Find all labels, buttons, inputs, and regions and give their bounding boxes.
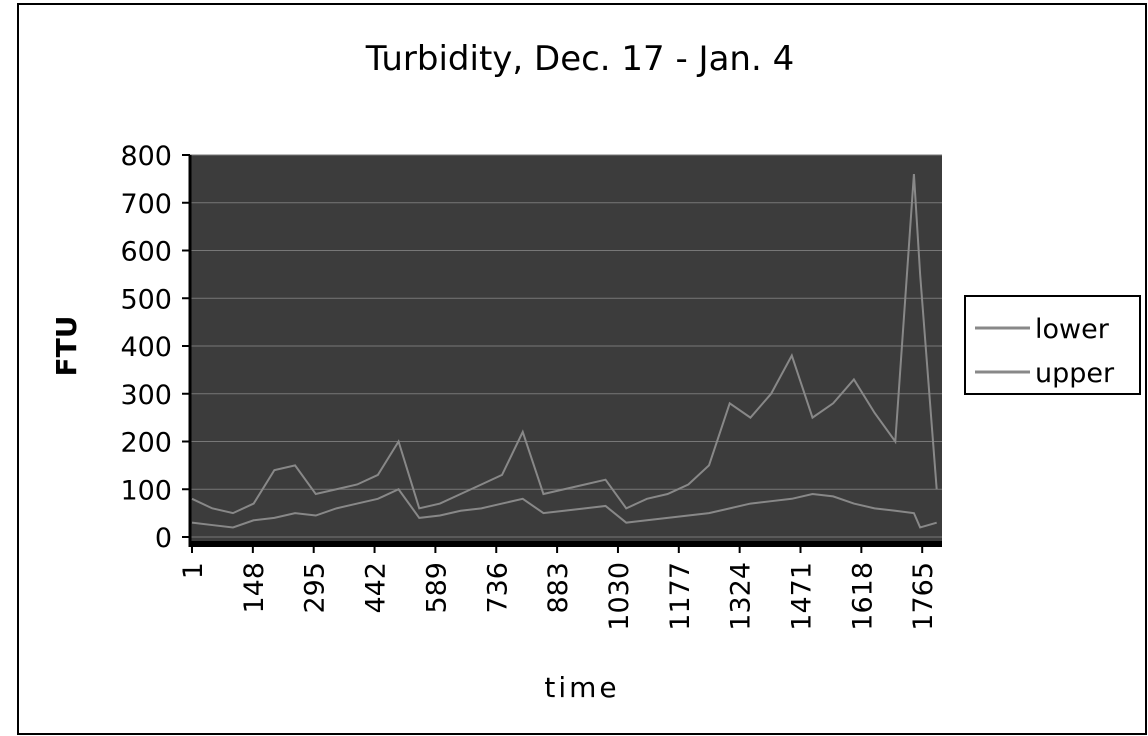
legend-label: lower: [1035, 314, 1110, 345]
y-tick-label: 700: [120, 189, 172, 220]
x-tick-label: 1177: [665, 562, 696, 631]
legend: [964, 295, 1141, 395]
x-tick-label: 883: [543, 562, 574, 614]
x-tick-label: 148: [239, 562, 270, 614]
series-line: [191, 174, 938, 515]
x-tick-label: 442: [361, 562, 392, 614]
x-tick-label: 736: [482, 562, 513, 614]
x-tick-label: 1: [178, 562, 209, 579]
y-tick-label: 600: [120, 237, 172, 268]
y-tick-label: 0: [155, 523, 172, 554]
x-tick-label: 1765: [908, 562, 939, 631]
series-line: [191, 487, 937, 529]
y-tick-label: 200: [120, 428, 172, 459]
legend-label: upper: [1035, 358, 1115, 389]
x-tick-label: 1618: [847, 562, 878, 631]
y-tick-label: 800: [120, 141, 172, 172]
y-tick-label: 300: [120, 380, 172, 411]
plot-area: [190, 155, 942, 547]
chart-title: Turbidity, Dec. 17 - Jan. 4: [365, 39, 794, 79]
y-tick-label: 500: [120, 284, 172, 315]
x-tick-label: 1324: [726, 562, 757, 631]
y-tick-label: 400: [120, 332, 172, 363]
x-tick-label: 589: [421, 562, 452, 614]
y-tick-label: 100: [120, 475, 172, 506]
x-tick-label: 295: [300, 562, 331, 614]
y-axis-label: FTU: [50, 316, 83, 377]
x-tick-label: 1030: [604, 562, 635, 631]
x-axis-label: time: [544, 671, 619, 704]
x-tick-label: 1471: [787, 562, 818, 631]
